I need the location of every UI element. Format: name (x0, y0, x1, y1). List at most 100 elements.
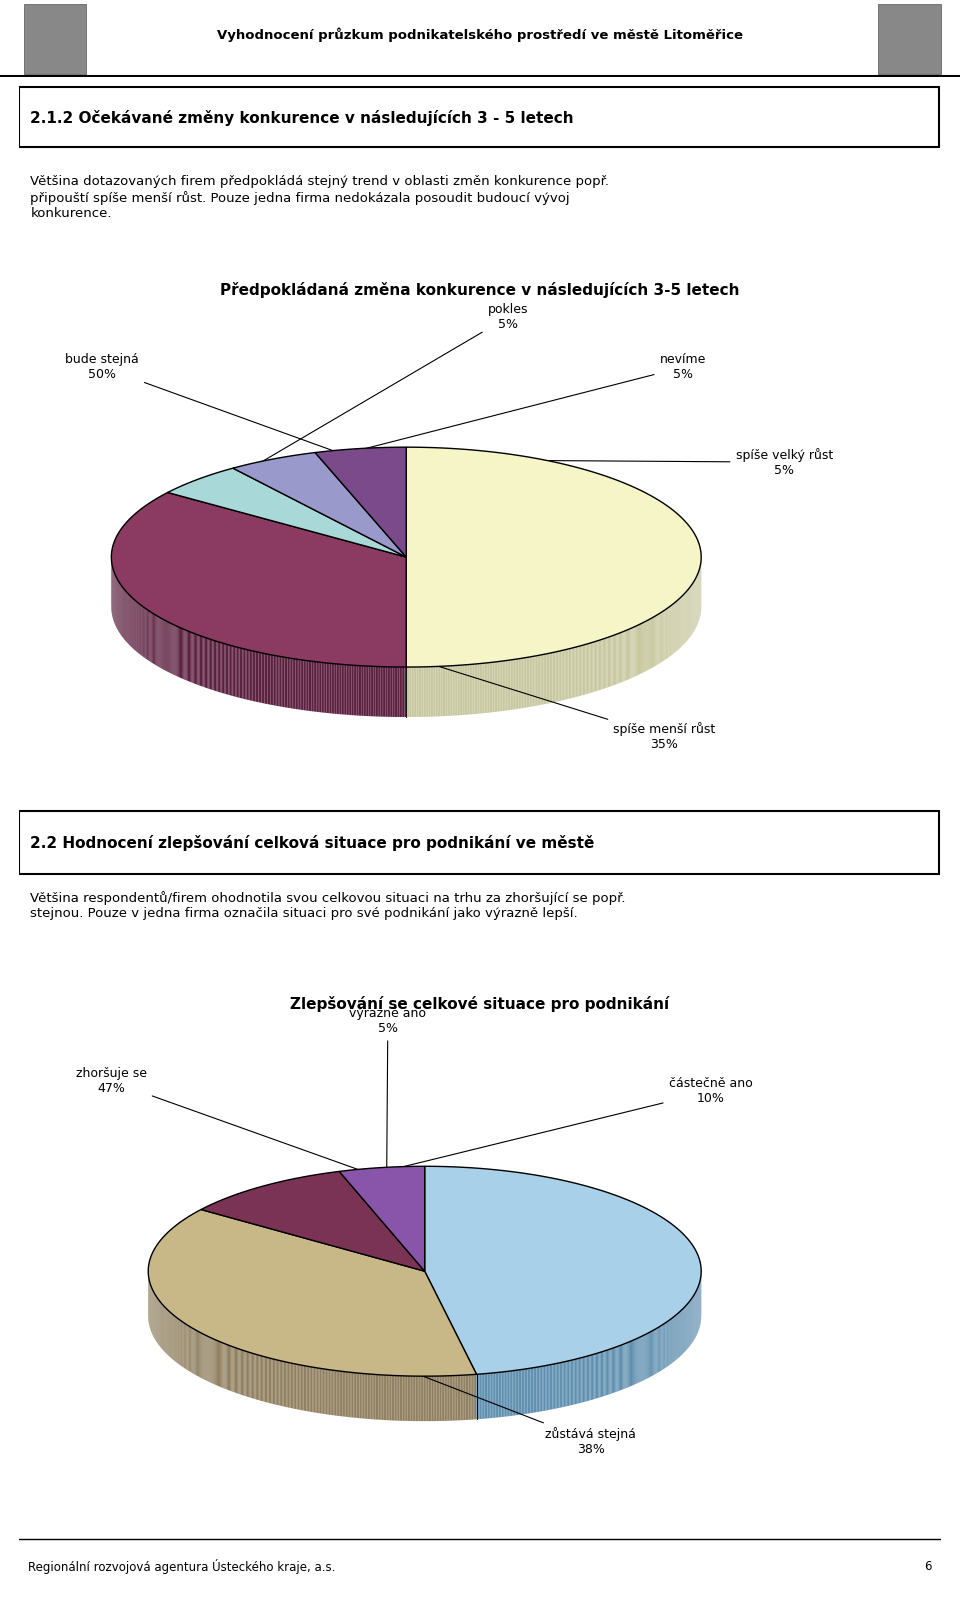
Polygon shape (561, 1362, 563, 1407)
Polygon shape (557, 1364, 558, 1409)
Polygon shape (500, 1372, 502, 1417)
Polygon shape (536, 656, 538, 706)
Polygon shape (608, 637, 609, 687)
Polygon shape (502, 1372, 503, 1417)
Polygon shape (207, 638, 208, 688)
Polygon shape (212, 640, 214, 690)
Polygon shape (612, 635, 613, 685)
Polygon shape (417, 1377, 419, 1422)
Polygon shape (604, 638, 605, 688)
Polygon shape (610, 1349, 611, 1394)
Polygon shape (635, 625, 636, 677)
Polygon shape (511, 1370, 513, 1415)
Polygon shape (529, 1369, 531, 1414)
Polygon shape (237, 646, 238, 698)
Polygon shape (299, 659, 300, 709)
Polygon shape (342, 664, 343, 714)
Polygon shape (303, 661, 305, 711)
Polygon shape (601, 1352, 602, 1398)
Polygon shape (444, 666, 445, 716)
Polygon shape (340, 664, 342, 714)
Polygon shape (570, 1361, 572, 1406)
Polygon shape (262, 1356, 263, 1401)
Polygon shape (449, 666, 451, 716)
Polygon shape (221, 1343, 223, 1388)
Polygon shape (291, 658, 293, 709)
Polygon shape (367, 666, 369, 716)
Polygon shape (605, 638, 607, 688)
Polygon shape (235, 1348, 236, 1393)
Text: spíše menší růst
35%: spíše menší růst 35% (212, 595, 715, 751)
Polygon shape (605, 1351, 606, 1396)
Polygon shape (589, 643, 590, 693)
Polygon shape (225, 643, 226, 695)
Polygon shape (171, 624, 173, 674)
Polygon shape (508, 1372, 510, 1417)
Polygon shape (509, 659, 511, 711)
Polygon shape (355, 1373, 356, 1419)
Polygon shape (635, 1340, 636, 1385)
Polygon shape (432, 1377, 433, 1422)
Polygon shape (625, 630, 626, 680)
Polygon shape (238, 1349, 240, 1394)
Polygon shape (579, 646, 580, 696)
Polygon shape (331, 664, 333, 714)
Polygon shape (620, 632, 621, 683)
Polygon shape (534, 1367, 535, 1412)
Polygon shape (267, 1357, 269, 1402)
Polygon shape (501, 661, 502, 711)
Polygon shape (577, 646, 579, 696)
Polygon shape (317, 663, 318, 713)
Polygon shape (622, 1344, 623, 1390)
Polygon shape (286, 658, 288, 708)
Polygon shape (597, 1352, 598, 1398)
Polygon shape (356, 1373, 358, 1419)
Polygon shape (324, 1369, 325, 1414)
Polygon shape (377, 1375, 378, 1420)
Polygon shape (333, 664, 335, 714)
Polygon shape (300, 659, 302, 709)
Polygon shape (542, 1365, 543, 1410)
Polygon shape (461, 1375, 462, 1420)
Polygon shape (312, 1367, 314, 1412)
Polygon shape (231, 645, 232, 696)
Polygon shape (643, 622, 644, 672)
Polygon shape (254, 651, 255, 701)
Polygon shape (349, 666, 351, 716)
Polygon shape (454, 1375, 456, 1420)
Polygon shape (579, 1357, 580, 1404)
Text: bude stejná
50%: bude stejná 50% (65, 353, 625, 556)
Polygon shape (647, 621, 648, 671)
Polygon shape (375, 666, 377, 716)
Polygon shape (264, 653, 266, 704)
Polygon shape (208, 638, 210, 688)
Polygon shape (268, 654, 269, 704)
Polygon shape (641, 624, 642, 674)
Text: Regionální rozvojová agentura Ústeckého kraje, a.s.: Regionální rozvojová agentura Ústeckého … (29, 1559, 336, 1575)
Polygon shape (255, 1354, 257, 1399)
Polygon shape (219, 642, 220, 693)
Polygon shape (343, 664, 345, 714)
Polygon shape (592, 1354, 593, 1399)
Polygon shape (596, 1354, 597, 1399)
Polygon shape (253, 1354, 254, 1399)
Polygon shape (323, 1369, 324, 1414)
Polygon shape (606, 1351, 607, 1396)
Polygon shape (408, 667, 410, 717)
Polygon shape (179, 627, 180, 677)
Text: 2.2 Hodnocení zlepšování celková situace pro podnikání ve městě: 2.2 Hodnocení zlepšování celková situace… (31, 835, 594, 851)
Polygon shape (642, 622, 643, 674)
Polygon shape (338, 664, 340, 714)
Polygon shape (472, 664, 474, 714)
Polygon shape (576, 646, 577, 696)
Polygon shape (254, 1354, 255, 1399)
Polygon shape (564, 650, 565, 700)
Polygon shape (562, 650, 563, 701)
Polygon shape (173, 624, 174, 674)
Polygon shape (518, 1370, 520, 1415)
Polygon shape (285, 1362, 286, 1407)
Polygon shape (603, 1351, 605, 1396)
Polygon shape (479, 664, 481, 714)
Polygon shape (360, 1373, 361, 1419)
Polygon shape (248, 1352, 250, 1398)
